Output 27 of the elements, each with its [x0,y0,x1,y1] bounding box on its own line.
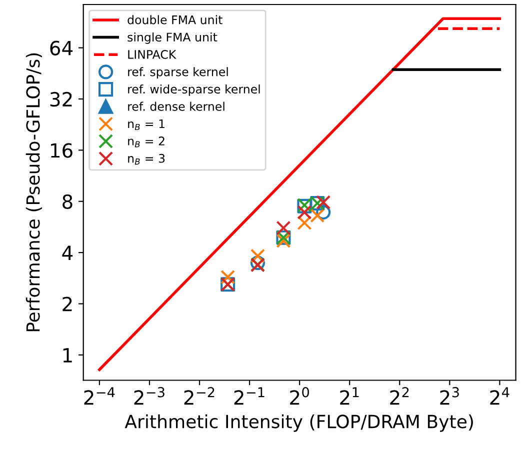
y-tick-label: 32 [50,92,72,107]
x-tick-label: 2$^{1}$ [340,387,359,405]
legend-label: n$_{B}$ = 1 [128,119,164,130]
legend-label: ref. dense kernel [128,102,224,111]
x-tick-label: 2$^{−3}$ [134,387,164,405]
x-axis-title: Arithmetic Intensity (FLOP/DRAM Byte) [124,414,473,432]
x-tick-label: 2$^{−1}$ [234,387,264,405]
x-tick-label: 2$^{3}$ [440,387,459,405]
y-tick-label: 2 [62,296,72,312]
legend-label: double FMA unit [128,15,222,24]
y-tick-label: 8 [62,194,72,210]
legend-label: LINPACK [128,50,176,59]
legend-label: ref. wide-sparse kernel [128,84,260,96]
x-tick-label: 2$^{4}$ [490,387,510,405]
x-tick-label: 2$^{−4}$ [84,387,115,405]
legend-label: single FMA unit [128,32,218,44]
y-tick-label: 64 [50,40,73,56]
legend-label: n$_{B}$ = 3 [128,154,165,165]
legend-label: n$_{B}$ = 2 [128,136,164,148]
x-tick-label: 2$^{−2}$ [184,387,214,405]
y-tick-label: 4 [62,246,73,260]
y-axis-title: Performance (Pseudo-GFLOP/s) [26,53,42,332]
x-tick-label: 2$^{2}$ [390,387,409,405]
x-tick-label: 2$^{0}$ [290,387,309,405]
legend-label: ref. sparse kernel [128,67,228,79]
y-tick-label: 16 [51,143,72,158]
y-tick-label: 1 [63,348,72,362]
